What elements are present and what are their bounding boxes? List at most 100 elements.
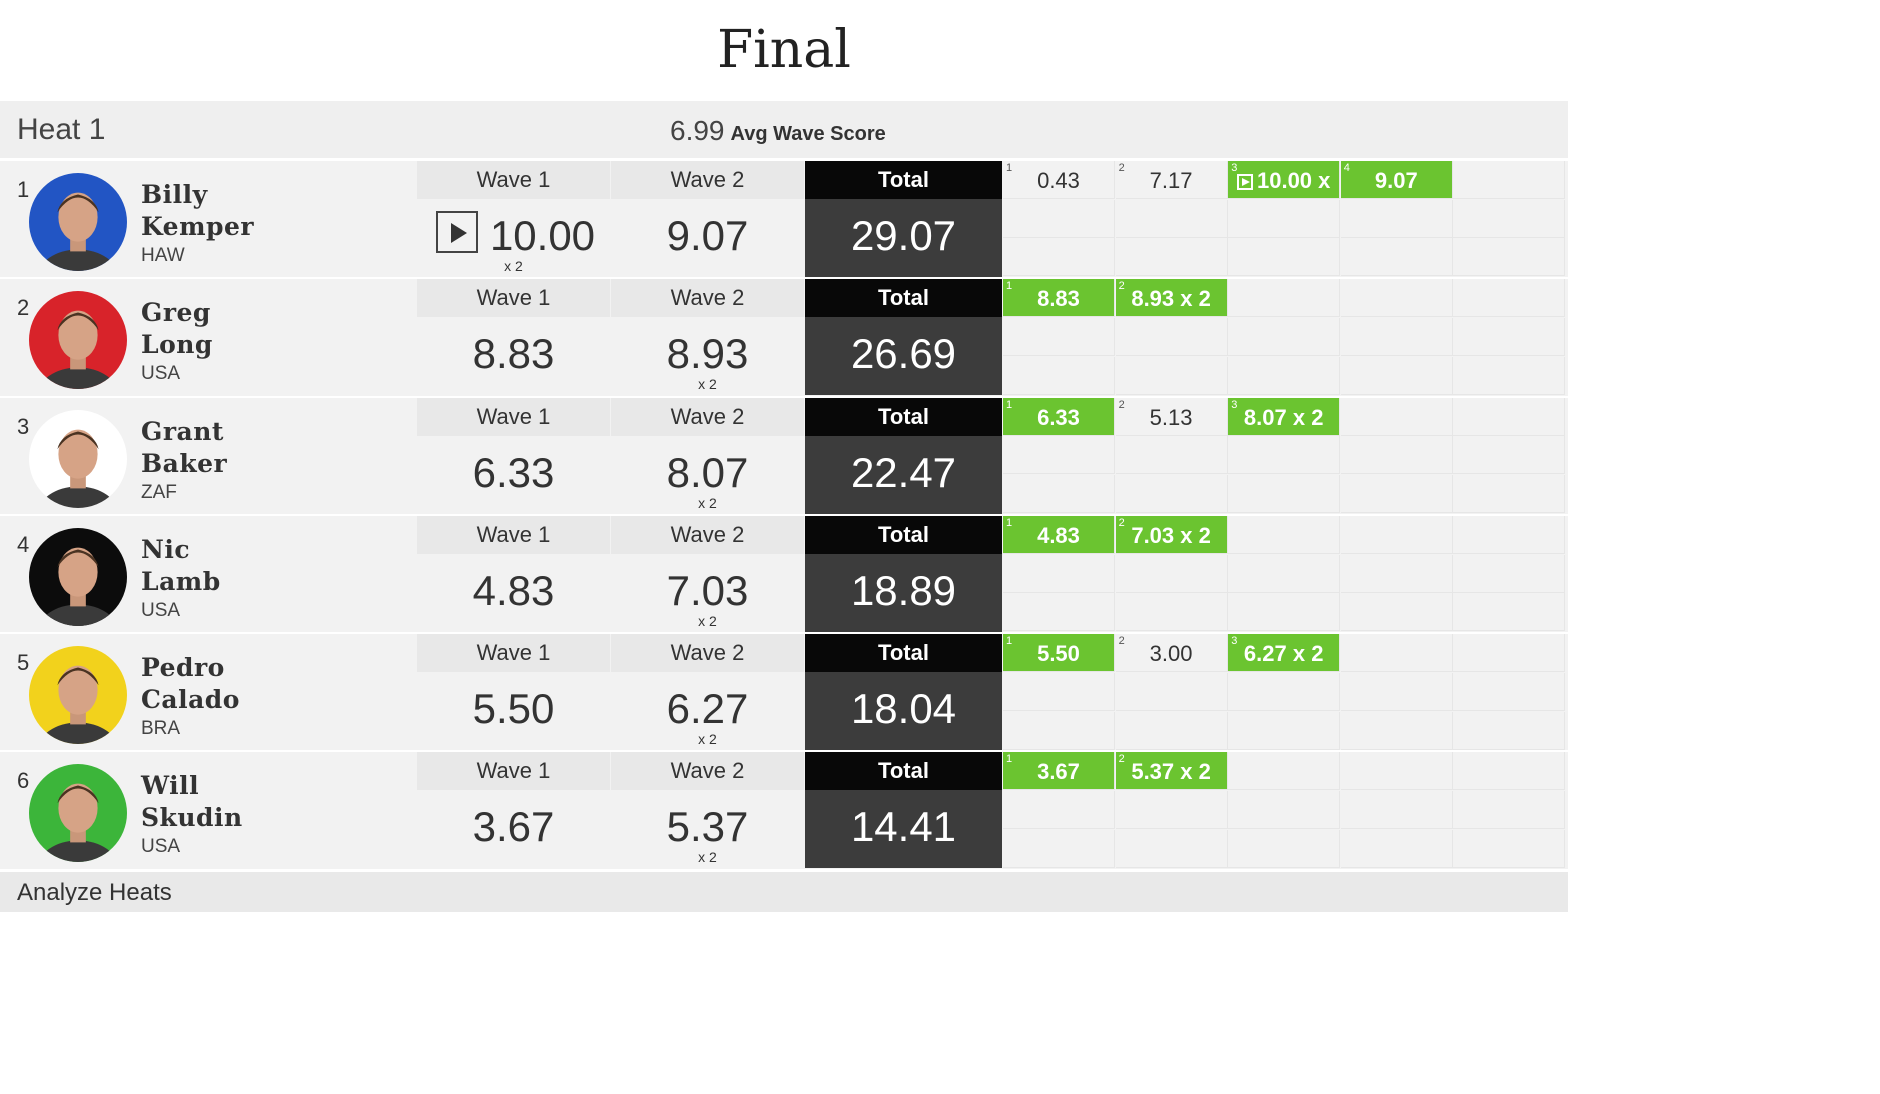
wave2-score: 5.37 x 2 [611, 790, 804, 868]
avatar [29, 764, 127, 863]
wave-score-cell[interactable]: 1 5.50 [1003, 634, 1115, 673]
wave-score-cell[interactable]: 3 6.27 x 2 [1228, 634, 1341, 673]
surfer-name[interactable]: Nic Lamb [141, 534, 221, 598]
wave-score-cell[interactable]: 1 6.33 [1003, 397, 1115, 436]
empty-wave-cell [1115, 199, 1228, 238]
wave-score-value: 7.17 [1149, 168, 1193, 193]
avg-wave-score: 6.99 Avg Wave Score [670, 115, 886, 147]
surfer-row[interactable]: 3 Grant Baker ZAF Wave 1 6.33 Wave 2 8.07 x 2 Tot… [0, 397, 1568, 516]
wave-score-cell[interactable]: 3 8.07 x 2 [1228, 397, 1341, 436]
wave-score-value: 8.83 [1037, 286, 1080, 312]
wave1-score: 10.00 x 2 [417, 199, 610, 277]
wave-score-cell[interactable]: 1 8.83 [1003, 279, 1115, 318]
surfer-row[interactable]: 4 Nic Lamb USA Wave 1 4.83 Wave 2 7.03 x 2 Total 1… [0, 515, 1568, 635]
wave-score-value: 8.07 x 2 [1243, 404, 1324, 430]
wave1-header: Wave 1 [417, 161, 610, 199]
rank: 5 [17, 650, 30, 676]
total-header: Total [805, 161, 1002, 199]
wave2-header: Wave 2 [611, 279, 804, 318]
wave-grid: 1 6.33 2 5.13 3 8.07 x 2 [1003, 397, 1568, 514]
wave2-score: 9.07 [611, 199, 804, 277]
empty-wave-cell [1340, 238, 1453, 277]
empty-wave-cell [1228, 515, 1341, 554]
surfer-row[interactable]: 5 Pedro Calado BRA Wave 1 5.50 Wave 2 6.27 x 2 To… [0, 634, 1568, 753]
wave-number: 1 [1006, 753, 1013, 766]
wave1-column: Wave 1 8.83 [417, 279, 610, 396]
wave-number: 2 [1118, 635, 1125, 648]
surfer-name[interactable]: Pedro Calado [141, 652, 240, 716]
empty-wave-cell [1115, 791, 1228, 830]
empty-wave-cell [1115, 356, 1228, 395]
empty-wave-cell [1003, 199, 1115, 238]
wave2-column: Wave 2 8.07 x 2 [611, 397, 804, 514]
analyze-heats-link[interactable]: Analyze Heats [17, 879, 172, 906]
wave-number: 2 [1118, 162, 1125, 174]
total-header: Total [805, 397, 1002, 436]
wave-score-cell[interactable]: 1 4.83 [1003, 515, 1115, 554]
avatar-image [29, 291, 127, 390]
country-code: USA [141, 836, 181, 858]
surfer-name[interactable]: Greg Long [141, 297, 213, 361]
surfer-name[interactable]: Grant Baker [141, 416, 227, 480]
last-name: Lamb [141, 566, 221, 596]
surfer-name[interactable]: Billy Kemper [141, 179, 254, 243]
rank: 4 [17, 531, 30, 557]
empty-wave-cell [1340, 791, 1453, 830]
wave-number: 2 [1118, 280, 1125, 293]
wave-score-cell[interactable]: 2 8.93 x 2 [1115, 279, 1228, 318]
analyze-heats-bar[interactable]: Analyze Heats [0, 872, 1568, 912]
wave-score-cell[interactable]: 2 3.00 [1115, 634, 1228, 673]
wave-score-value: 8.93 x 2 [1131, 286, 1211, 312]
empty-wave-cell [1453, 752, 1566, 791]
surfer-name[interactable]: Will Skudin [141, 770, 243, 834]
wave-score-cell[interactable]: 1 3.67 [1003, 752, 1115, 791]
avatar-image [29, 646, 127, 745]
empty-wave-cell [1228, 436, 1341, 475]
multiplier-label: x 2 [698, 849, 717, 866]
avatar-image [29, 173, 127, 271]
play-icon[interactable] [436, 211, 478, 253]
wave-number: 1 [1006, 280, 1013, 293]
last-name: Skudin [141, 803, 243, 833]
wave-number: 2 [1118, 516, 1125, 529]
wave-score-cell[interactable]: 2 7.03 x 2 [1115, 515, 1228, 554]
multiplier-label: x 2 [504, 258, 523, 274]
wave2-score: 8.93 x 2 [611, 317, 804, 395]
wave1-column: Wave 1 4.83 [417, 515, 610, 632]
wave1-header: Wave 1 [417, 634, 610, 673]
wave-score-cell[interactable]: 2 7.17 [1115, 161, 1228, 199]
total-header: Total [805, 752, 1002, 791]
surfer-row[interactable]: 2 Greg Long USA Wave 1 8.83 Wave 2 8.93 x 2 Total… [0, 279, 1568, 398]
wave2-value: 8.93 [666, 330, 749, 378]
wave-score-cell[interactable]: 1 0.43 [1003, 161, 1115, 199]
empty-wave-cell [1115, 711, 1228, 750]
wave-grid: 1 4.83 2 7.03 x 2 [1003, 515, 1568, 632]
empty-wave-cell [1340, 317, 1453, 356]
avatar [29, 173, 127, 271]
empty-wave-cell [1453, 436, 1566, 475]
wave-score-cell[interactable]: 2 5.13 [1115, 397, 1228, 436]
wave-score-cell[interactable]: 4 9.07 [1340, 161, 1453, 199]
surfer-row[interactable]: 1 Billy Kemper HAW Wave 1 10.00 x 2 Wave 2 9.07 T… [0, 161, 1568, 280]
play-icon[interactable] [1236, 174, 1253, 190]
wave-number: 2 [1118, 753, 1125, 766]
empty-wave-cell [1003, 672, 1115, 711]
wave1-header: Wave 1 [417, 279, 610, 318]
empty-wave-cell [1340, 474, 1453, 513]
heat-name: Heat 1 [17, 113, 106, 146]
wave2-header: Wave 2 [611, 515, 804, 554]
wave2-column: Wave 2 7.03 x 2 [611, 515, 804, 632]
empty-wave-cell [1228, 791, 1341, 830]
empty-wave-cell [1340, 554, 1453, 593]
avatar [29, 527, 127, 626]
wave-score-cell[interactable]: 2 5.37 x 2 [1115, 752, 1228, 791]
total-header: Total [805, 279, 1002, 318]
wave-score-value: 4.83 [1037, 522, 1080, 548]
surfer-row[interactable]: 6 Will Skudin USA Wave 1 3.67 Wave 2 5.37 x 2 Tot… [0, 752, 1568, 871]
wave-score-cell[interactable]: 3 10.00 x [1228, 161, 1341, 199]
wave-score-value: 6.33 [1037, 404, 1080, 430]
wave2-value: 7.03 [666, 566, 749, 614]
total-score: 18.04 [850, 685, 957, 733]
wave1-header: Wave 1 [417, 752, 610, 791]
empty-wave-cell [1228, 199, 1341, 238]
